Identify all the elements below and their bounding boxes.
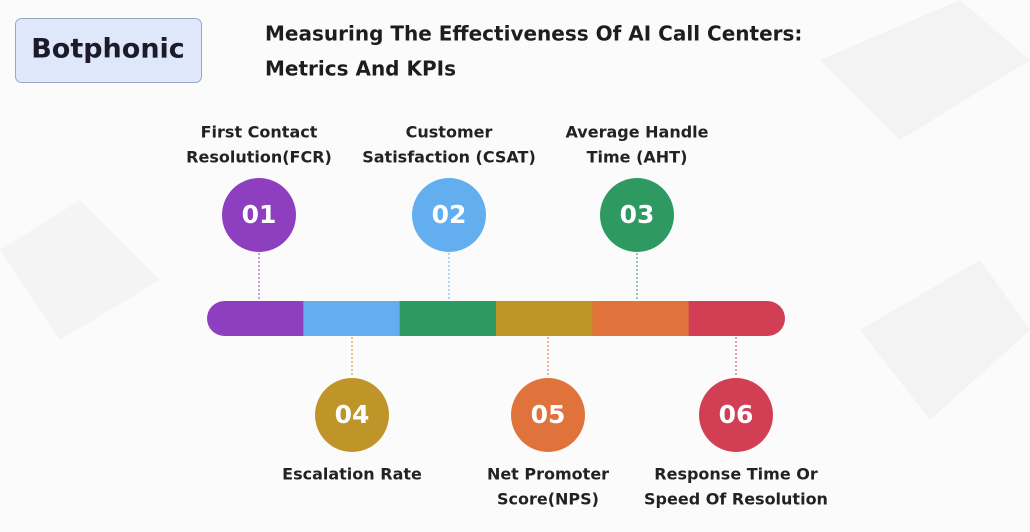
number-circle xyxy=(511,378,585,452)
bar-segment xyxy=(399,301,497,336)
metric-label: Average Handle xyxy=(565,123,708,142)
bar-segment xyxy=(207,301,304,336)
logo-box xyxy=(15,18,202,83)
number-circle xyxy=(600,178,674,252)
bg-shape xyxy=(0,200,160,340)
number: 04 xyxy=(335,400,370,429)
number-circle xyxy=(315,378,389,452)
bar-segment xyxy=(303,301,401,336)
number: 06 xyxy=(719,400,754,429)
title-line: Metrics And KPIs xyxy=(265,57,456,81)
logo: Botphonic xyxy=(31,34,185,65)
timeline-bar xyxy=(207,301,785,336)
metric-label: Score(NPS) xyxy=(497,490,599,509)
number: 05 xyxy=(531,400,566,429)
bar-segments xyxy=(207,301,785,336)
metric-label: Resolution(FCR) xyxy=(186,148,332,167)
bar-segment xyxy=(688,301,785,336)
metric-label: Satisfaction (CSAT) xyxy=(362,148,536,167)
bar-segment xyxy=(495,301,593,336)
metrics: 01 First Contact Resolution(FCR) 02 Customer… xyxy=(186,123,828,509)
number: 03 xyxy=(620,200,655,229)
metric-label: Customer xyxy=(406,123,493,142)
metric-label: Net Promoter xyxy=(487,465,609,484)
number-circle xyxy=(412,178,486,252)
bg-shape xyxy=(820,0,1030,140)
number-circle xyxy=(699,378,773,452)
number-circle xyxy=(222,178,296,252)
metric-label: Speed Of Resolution xyxy=(644,490,828,509)
number: 01 xyxy=(242,200,277,229)
metric-label: Escalation Rate xyxy=(282,465,422,484)
bg-shape xyxy=(860,260,1030,420)
metric-label: Time (AHT) xyxy=(587,148,688,167)
number: 02 xyxy=(432,200,467,229)
title-line: Measuring The Effectiveness Of AI Call C… xyxy=(265,22,802,46)
metric-label: First Contact xyxy=(201,123,318,142)
metric-label: Response Time Or xyxy=(654,465,818,484)
bar-segment xyxy=(592,301,690,336)
